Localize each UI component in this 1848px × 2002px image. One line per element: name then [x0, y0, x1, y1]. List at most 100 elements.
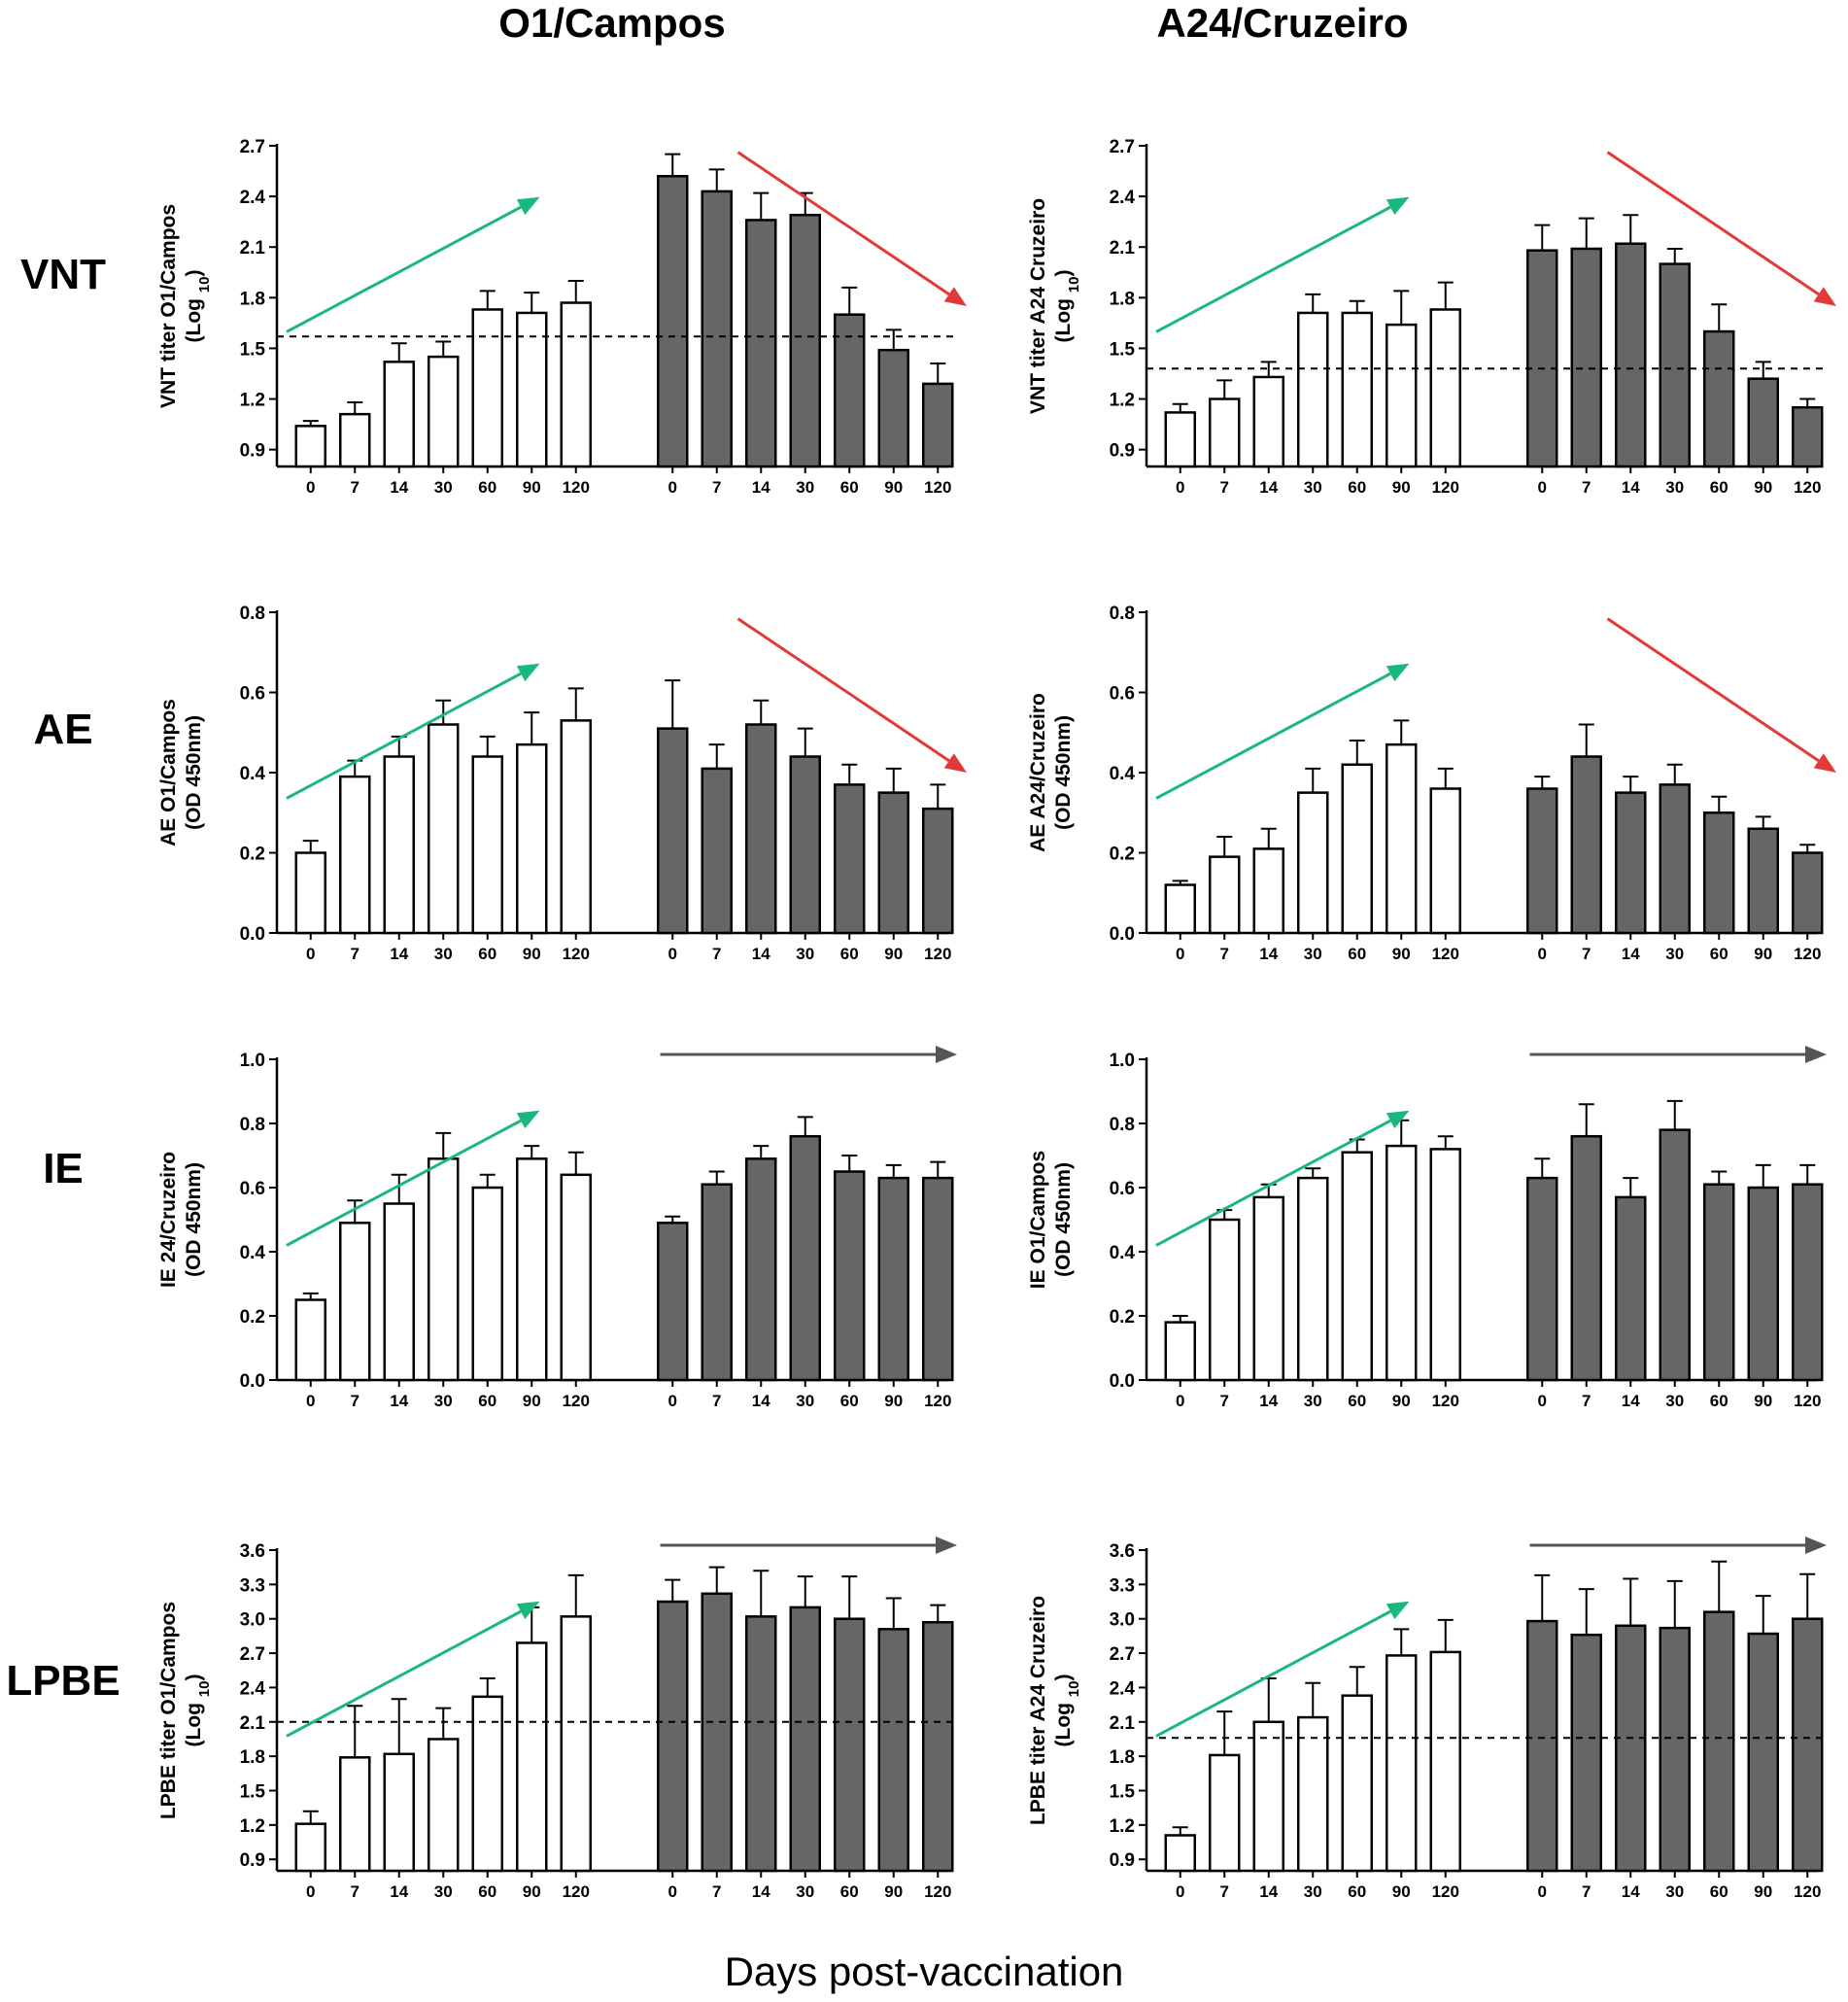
trend-arrow-flat-head — [1805, 1046, 1827, 1063]
bar — [1570, 247, 1602, 468]
x-tick-label: 7 — [712, 478, 721, 497]
bar — [1341, 1151, 1373, 1382]
x-tick-label: 0 — [306, 478, 315, 497]
bar — [1526, 787, 1558, 935]
x-tick-label: 90 — [523, 478, 541, 497]
x-tick-label: 60 — [478, 1392, 496, 1410]
x-tick-label: 7 — [712, 1882, 721, 1901]
bar — [383, 361, 415, 468]
x-tick-label: 30 — [1665, 478, 1684, 497]
bar — [1209, 397, 1241, 468]
y-axis-label-group: AE A24/Cruzeiro (OD 450nm) — [1027, 693, 1075, 852]
bar — [877, 1176, 909, 1382]
y-tick-label: 0.0 — [240, 1371, 265, 1392]
x-tick-label: 0 — [668, 1392, 677, 1410]
bar — [516, 1157, 548, 1382]
x-tick-label: 7 — [351, 945, 359, 963]
trend-arrow-up-head — [1386, 1110, 1410, 1129]
y-tick-label: 2.7 — [1110, 137, 1135, 157]
x-tick-label: 0 — [1176, 1392, 1184, 1410]
y-tick-label: 2.1 — [1110, 1713, 1136, 1734]
y-tick-label: 0.4 — [1110, 764, 1136, 784]
trend-arrow-down-head — [943, 753, 967, 773]
bar — [922, 1621, 954, 1873]
trend-arrow-down-head — [1813, 753, 1836, 773]
y-tick-label: 0.8 — [1110, 604, 1135, 624]
x-tick-label: 30 — [1304, 1882, 1322, 1901]
y-tick-label: 1.8 — [1110, 1747, 1135, 1768]
bar — [294, 425, 326, 468]
bar — [1386, 1144, 1418, 1382]
trend-arrow-down-shaft — [1606, 617, 1820, 762]
y-tick-label: 3.0 — [1110, 1610, 1135, 1631]
x-tick-label: 120 — [1794, 945, 1821, 963]
bar — [383, 1202, 415, 1382]
bar — [1703, 1183, 1735, 1382]
y-tick-label: 2.4 — [240, 188, 266, 208]
bar — [560, 1615, 592, 1873]
bar — [1386, 1654, 1418, 1873]
trend-arrow-up-shaft — [286, 1609, 522, 1738]
y-tick-label: 0.6 — [240, 684, 265, 705]
y-tick-label: 0.2 — [240, 845, 265, 865]
x-tick-label: 14 — [1622, 1882, 1640, 1901]
x-tick-label: 14 — [1259, 945, 1278, 963]
y-tick-label: 1.8 — [240, 1747, 265, 1768]
bar — [1570, 1633, 1602, 1873]
row-label-ie: IE — [43, 1145, 84, 1192]
y-axis-label-line2: (OD 450nm) — [183, 715, 205, 830]
bar — [877, 348, 909, 468]
x-tick-label: 90 — [1392, 1392, 1411, 1410]
x-tick-label: 120 — [924, 478, 951, 497]
x-tick-label: 0 — [1538, 945, 1547, 963]
y-tick-label: 2.1 — [240, 1713, 266, 1734]
bar — [516, 1641, 548, 1873]
x-tick-label: 0 — [1538, 1882, 1547, 1901]
y-axis-label-group: LPBE titer A24 Cruzeiro (Log 10) — [1027, 1596, 1082, 1825]
y-tick-label: 1.5 — [1110, 339, 1136, 360]
bar — [428, 355, 460, 468]
x-tick-label: 90 — [884, 478, 903, 497]
y-tick-label: 2.7 — [1110, 1644, 1135, 1665]
y-tick-label: 2.4 — [240, 1678, 266, 1699]
bar — [1429, 787, 1461, 935]
x-tick-label: 30 — [1304, 1392, 1322, 1410]
x-tick-label: 120 — [924, 945, 951, 963]
x-tick-label: 0 — [306, 1882, 315, 1901]
y-tick-label: 2.4 — [1110, 188, 1136, 208]
bar — [1526, 1619, 1558, 1873]
x-tick-label: 30 — [434, 1392, 453, 1410]
x-tick-label: 7 — [1582, 478, 1591, 497]
y-tick-label: 1.5 — [240, 1782, 266, 1803]
x-tick-label: 60 — [1348, 478, 1366, 497]
x-tick-label: 0 — [1538, 478, 1547, 497]
x-tick-label: 90 — [523, 1392, 541, 1410]
x-tick-label: 0 — [306, 1392, 315, 1410]
chart-panel-ae-a24: AE A24/Cruzeiro (OD 450nm) 0.0 0.2 0.4 0.6 0.8… — [1027, 604, 1836, 963]
bar — [922, 1176, 954, 1382]
x-tick-label: 7 — [351, 1392, 359, 1410]
chart-panel-lpbe-o1: LPBE titer O1/Campos (Log 10) 0.9 1.2 1.5 1.8… — [157, 1536, 957, 1901]
x-tick-label: 90 — [1392, 1882, 1411, 1901]
x-tick-label: 30 — [796, 945, 814, 963]
x-tick-label: 14 — [752, 945, 770, 963]
bar — [701, 190, 733, 468]
x-tick-label: 30 — [1665, 1392, 1684, 1410]
x-tick-label: 90 — [1392, 478, 1411, 497]
x-tick-label: 7 — [1582, 945, 1591, 963]
x-tick-label: 14 — [752, 1392, 770, 1410]
y-axis-label: LPBE titer A24 Cruzeiro — [1027, 1596, 1049, 1825]
x-tick-label: 90 — [884, 1882, 903, 1901]
y-tick-label: 2.4 — [1110, 1678, 1136, 1699]
trend-arrow-up-shaft — [286, 205, 522, 333]
x-axis-label: Days post-vaccination — [724, 1949, 1124, 1994]
x-tick-label: 7 — [1582, 1392, 1591, 1410]
y-tick-label: 0.4 — [240, 764, 266, 784]
y-axis-label-group: AE O1/Campos (OD 450nm) — [157, 699, 205, 846]
y-tick-label: 1.2 — [1110, 1816, 1135, 1837]
bar — [1703, 811, 1735, 935]
bar — [294, 851, 326, 935]
trend-arrow-up-shaft — [1155, 672, 1391, 800]
bar — [1252, 1720, 1284, 1873]
x-tick-label: 7 — [1220, 945, 1229, 963]
